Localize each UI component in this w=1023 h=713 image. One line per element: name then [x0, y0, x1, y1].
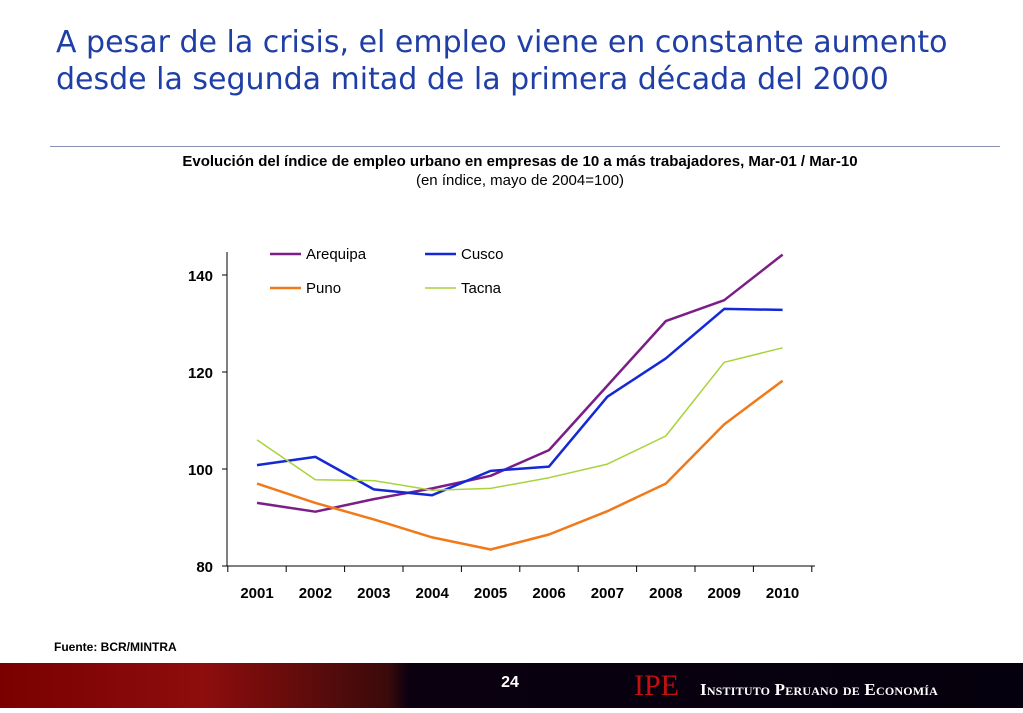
- chart-subtitle: (en índice, mayo de 2004=100): [415, 172, 625, 189]
- x-tick-label: 2002: [299, 585, 332, 602]
- legend-label: Puno: [306, 280, 341, 297]
- y-tick-label: 140: [188, 268, 213, 285]
- series-line-cusco: [256, 307, 783, 497]
- source-note: Fuente: BCR/MINTRA: [54, 640, 177, 654]
- series-line-arequipa: [256, 253, 784, 513]
- brand-name: Instituto Peruano de Economía: [700, 680, 939, 699]
- x-tick-label: 2007: [591, 585, 624, 602]
- brand-logo: IPE: [634, 669, 679, 702]
- chart-title: Evolución del índice de empleo urbano en…: [182, 153, 858, 170]
- title-divider: [50, 146, 1000, 147]
- series-line-puno: [256, 379, 784, 551]
- x-tick-label: 2005: [474, 585, 507, 602]
- slide-title: A pesar de la crisis, el empleo viene en…: [56, 25, 948, 97]
- x-tick-label: 2010: [766, 585, 799, 602]
- legend-label: Tacna: [461, 280, 502, 297]
- x-tick-label: 2001: [240, 585, 273, 602]
- chart-header: Evolución del índice de empleo urbano en…: [180, 152, 860, 190]
- x-tick-label: 2008: [649, 585, 682, 602]
- y-tick-label: 100: [188, 462, 213, 479]
- legend-label: Cusco: [461, 246, 504, 263]
- x-tick-label: 2006: [532, 585, 565, 602]
- y-tick-label: 120: [188, 365, 213, 382]
- series-line-tacna: [256, 347, 783, 492]
- legend-label: Arequipa: [306, 246, 367, 263]
- x-tick-label: 2004: [416, 585, 450, 602]
- y-tick-label: 80: [196, 559, 213, 576]
- x-tick-label: 2003: [357, 585, 390, 602]
- footer-bar: 24 IPE Instituto Peruano de Economía: [0, 663, 1023, 708]
- page-number: 24: [501, 674, 519, 691]
- x-tick-label: 2009: [708, 585, 741, 602]
